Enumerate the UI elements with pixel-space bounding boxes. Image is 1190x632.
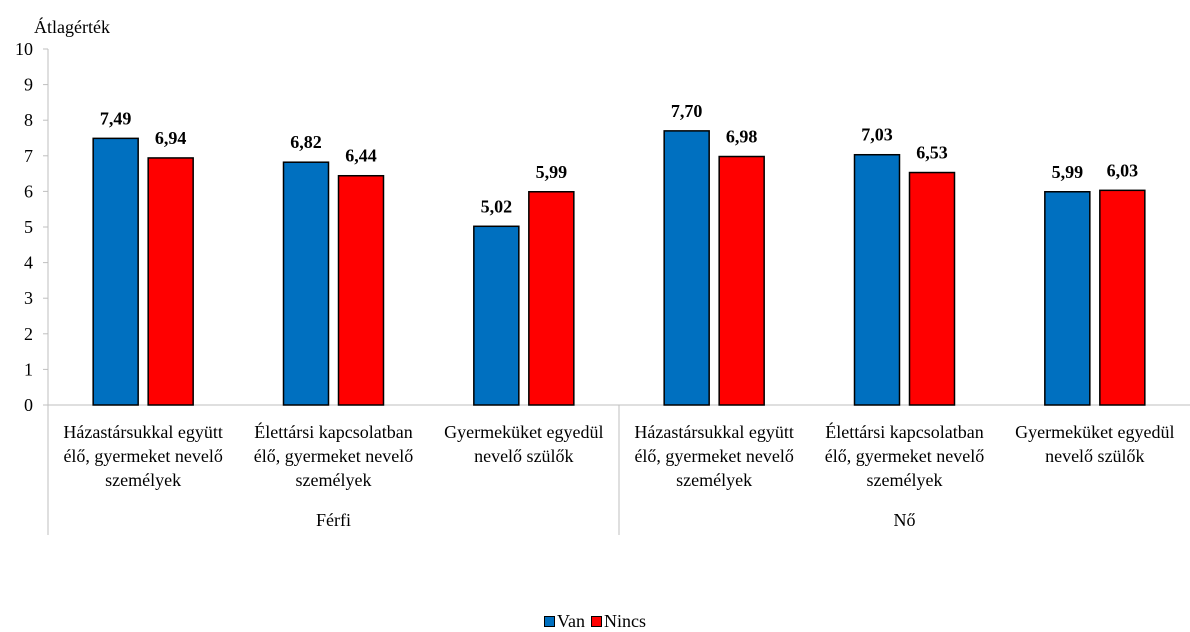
data-label: 6,03	[1107, 160, 1139, 180]
x-category-label: Gyermeküket egyedül nevelő szülők	[1015, 422, 1175, 466]
data-label: 5,99	[536, 162, 568, 182]
data-label: 7,03	[861, 125, 893, 145]
y-tick-label: 9	[24, 75, 33, 95]
data-label: 7,49	[100, 108, 132, 128]
y-tick-label: 5	[24, 217, 33, 237]
x-category-label: Gyermeküket egyedül nevelő szülők	[444, 422, 604, 466]
y-tick-label: 1	[24, 359, 33, 379]
bar-van	[282, 161, 330, 406]
legend-label: Nincs	[604, 611, 646, 631]
y-tick-label: 4	[24, 253, 33, 273]
data-label: 7,70	[671, 101, 703, 121]
x-category-label: Élettársi kapcsolatban élő, gyermeket ne…	[253, 422, 414, 490]
y-tick-label: 8	[24, 110, 33, 130]
legend-item-van: Van	[544, 611, 585, 632]
data-label: 6,94	[155, 128, 187, 148]
legend: Van Nincs	[0, 611, 1190, 632]
y-tick-label: 10	[15, 39, 33, 59]
y-axis-title: Átlagérték	[34, 16, 110, 37]
bar-nincs	[337, 174, 385, 406]
legend-swatch	[544, 616, 555, 627]
bar-nincs	[718, 155, 765, 406]
bar-nincs	[1099, 189, 1146, 406]
x-group-label: Férfi	[316, 510, 351, 530]
data-labels: 7,49 6,94 6,82 6,44 5,02 5,99 7,70 6,98 7,03 6,53…	[100, 101, 1138, 216]
bars	[92, 130, 1146, 406]
data-label: 5,02	[481, 196, 513, 216]
x-category-label: Élettársi kapcsolatban élő, gyermeket ne…	[824, 422, 985, 490]
data-label: 6,82	[290, 132, 322, 152]
x-category-label: Házastársukkal együtt élő, gyermeket nev…	[634, 422, 794, 490]
y-tick-label: 7	[24, 146, 33, 166]
bar-nincs	[528, 191, 575, 406]
bar-van	[853, 153, 901, 406]
x-group-label: Nő	[893, 510, 916, 530]
data-label: 6,53	[916, 143, 948, 163]
y-tick-label: 2	[24, 324, 33, 344]
legend-label: Van	[557, 611, 585, 631]
axes	[47, 49, 1190, 535]
y-tick-label: 3	[24, 288, 33, 308]
y-tick-label: 6	[24, 181, 33, 201]
bar-nincs	[147, 157, 194, 406]
bar-van	[473, 225, 520, 406]
bar-van	[1044, 191, 1091, 406]
legend-item-nincs: Nincs	[591, 611, 646, 632]
legend-swatch	[591, 616, 602, 627]
bar-nincs	[908, 171, 956, 406]
bar-van	[92, 137, 139, 406]
y-tick-label: 0	[24, 395, 33, 415]
data-label: 6,98	[726, 127, 758, 147]
bar-van	[663, 130, 710, 406]
y-axis-ticks: 0 1 2 3 4 5 6 7 8 9 10	[15, 39, 48, 415]
data-label: 6,44	[345, 146, 377, 166]
data-label: 5,99	[1052, 162, 1084, 182]
x-category-label: Házastársukkal együtt élő, gyermeket nev…	[63, 422, 223, 490]
